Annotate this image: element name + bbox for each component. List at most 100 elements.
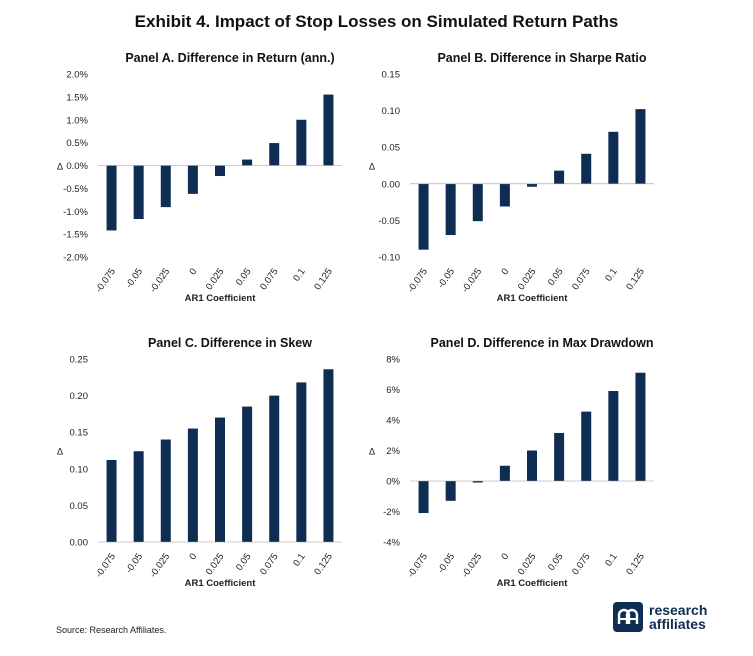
x-tick-label: 0 [499,266,511,277]
bar [581,153,592,184]
y-tick-label: 1.5% [66,92,88,103]
x-tick-label: 0.125 [312,266,335,292]
panel-svg: Panel D. Difference in Max Drawdown 8% 6% 4… [369,336,654,589]
bar [472,183,483,222]
bar [445,183,456,236]
bar [418,183,429,250]
x-tick-label: 0.075 [570,266,593,292]
bar [499,183,510,207]
bar [269,395,280,542]
bar [527,183,537,187]
x-tick-label: 0.075 [570,551,593,577]
x-tick-label: 0.05 [234,266,254,287]
x-tick-label: -0.075 [406,266,430,294]
bar [187,428,198,542]
x-tick-label: 0.125 [624,551,647,577]
x-tick-label: 0.025 [204,266,227,292]
x-tick-label: 0 [499,551,511,562]
y-tick-label: 0.00 [70,538,89,549]
x-tick-label: 0 [187,551,199,562]
y-tick-label: 0.00 [382,179,401,190]
panel-b-chart: Panel B. Difference in Sharpe Ratio 0.15 0… [362,48,707,313]
x-tick-label: -0.025 [148,266,172,294]
bar [472,481,483,483]
bar [418,481,429,514]
y-tick-label: 0.05 [382,143,401,154]
y-tick-label: 0.0% [66,161,88,172]
panel-svg: Panel B. Difference in Sharpe Ratio 0.15 0… [369,51,654,304]
panel-svg: Panel A. Difference in Return (ann.) 2.0%… [57,51,342,304]
y-tick-label: 2% [386,446,400,457]
y-tick-label: 0.20 [70,391,89,402]
bar [554,432,565,481]
y-tick-label: 0.10 [382,106,401,117]
bar [215,417,225,542]
y-tick-label: 0.5% [66,138,88,149]
x-tick-label: -0.05 [124,551,145,575]
y-tick-label: 0.25 [70,355,89,366]
y-axis-label: Δ [57,162,64,173]
bar [269,143,280,166]
bar [554,170,565,184]
logo-text-line2: affiliates [649,616,706,632]
panel-title: Panel D. Difference in Max Drawdown [431,336,654,350]
bar [296,382,307,542]
x-tick-label: -0.025 [148,551,172,579]
y-tick-label: -2.0% [63,253,88,264]
x-tick-label: -0.075 [94,551,118,579]
y-tick-label: -1.0% [63,207,88,218]
panel-title: Panel C. Difference in Skew [148,336,312,350]
y-tick-label: 0.10 [70,464,89,475]
bar [187,165,198,194]
bar [160,439,171,542]
exhibit-title: Exhibit 4. Impact of Stop Losses on Simu… [134,12,619,31]
x-axis-title: AR1 Coefficient [185,578,257,589]
x-tick-label: 0.125 [624,266,647,292]
x-tick-label: 0.05 [546,266,566,287]
x-tick-label: 0 [187,266,199,277]
y-tick-label: 8% [386,355,400,366]
y-tick-label: 2.0% [66,70,88,81]
bar [160,165,171,208]
y-tick-label: -1.5% [63,230,88,241]
bar [323,94,334,166]
x-tick-label: 0.025 [204,551,227,577]
x-tick-label: -0.075 [406,551,430,579]
y-axis-label: Δ [369,162,376,173]
bar [106,460,117,542]
x-tick-label: 0.05 [234,551,254,572]
bar [608,131,619,184]
panel-a-chart: Panel A. Difference in Return (ann.) 2.0%… [50,48,395,313]
x-tick-label: -0.025 [460,266,484,294]
x-tick-label: 0.1 [291,266,308,283]
y-tick-label: -2% [383,507,400,518]
panel-title: Panel B. Difference in Sharpe Ratio [437,51,646,65]
bar [242,406,253,542]
x-tick-label: -0.05 [436,551,457,575]
y-tick-label: 0.05 [70,501,89,512]
x-tick-label: 0.1 [603,266,620,283]
y-tick-label: -0.05 [378,216,400,227]
x-tick-label: 0.05 [546,551,566,572]
y-axis-label: Δ [369,447,376,458]
bar [499,465,510,481]
bar [133,451,144,542]
x-tick-label: 0.025 [516,551,539,577]
bar [242,159,253,166]
y-tick-label: 0% [386,477,400,488]
x-tick-label: -0.05 [436,266,457,290]
panel-svg: Panel C. Difference in Skew 0.25 0.20 0.15 0… [57,336,342,589]
x-tick-label: -0.05 [124,266,145,290]
x-tick-label: -0.075 [94,266,118,294]
logo-text-line1: research [649,602,708,618]
x-tick-label: 0.075 [258,551,281,577]
bar [215,165,225,177]
panel-d-chart: Panel D. Difference in Max Drawdown 8% 6% 4… [362,333,707,598]
y-tick-label: 1.0% [66,115,88,126]
bar [581,411,592,481]
panel-c-chart: Panel C. Difference in Skew 0.25 0.20 0.15 0… [50,333,395,598]
research-affiliates-logo: research affiliates [613,602,707,632]
bar [106,165,117,231]
x-tick-label: 0.075 [258,266,281,292]
bar [635,372,646,481]
